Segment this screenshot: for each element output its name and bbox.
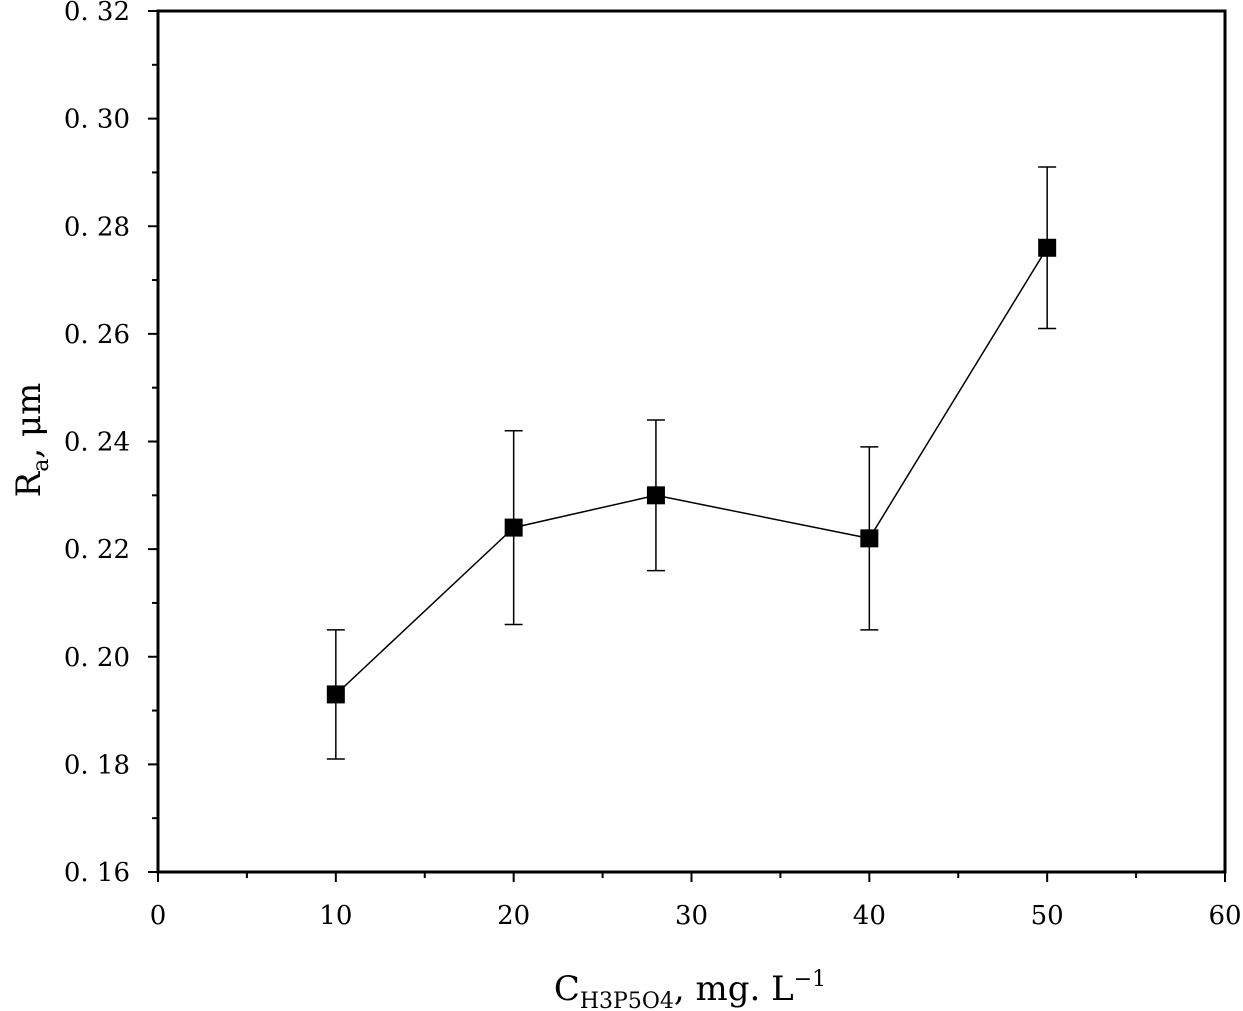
- x-axis-title-sub: H3P5O4: [580, 989, 674, 1011]
- plot-frame: [156, 9, 1227, 874]
- x-tick-label: 30: [675, 901, 708, 931]
- y-tick-label: 0. 26: [64, 320, 130, 350]
- x-tick-label: 20: [497, 901, 530, 931]
- data-point-marker: [504, 518, 523, 537]
- series-line: [335, 247, 1048, 695]
- data-markers: [326, 238, 1057, 704]
- y-axis-ticks: 0. 16 0. 18 0. 20 0. 22 0. 24 0. 26 0. 28 0. 30…: [64, 0, 158, 888]
- y-tick-label: 0. 24: [64, 428, 130, 458]
- x-axis-title-main: C: [554, 969, 580, 1009]
- x-axis-title-rest: , mg. L: [674, 969, 794, 1009]
- x-axis-title-sup: −1: [794, 967, 826, 992]
- data-point-marker: [1038, 238, 1057, 257]
- data-point-marker: [646, 486, 665, 505]
- y-tick-label: 0. 32: [64, 0, 130, 27]
- x-tick-label: 10: [319, 901, 352, 931]
- y-tick-label: 0. 18: [64, 750, 130, 780]
- plot-border: [156, 9, 1227, 874]
- error-bars: [326, 166, 1057, 760]
- y-axis-title-main: R: [9, 470, 49, 497]
- y-tick-label: 0. 20: [64, 643, 130, 673]
- y-axis-title-sub: a: [29, 459, 54, 472]
- x-tick-label: 0: [150, 901, 167, 931]
- y-axis-title: Ra, μm: [9, 383, 54, 498]
- data-point-marker: [860, 529, 879, 548]
- x-tick-label: 60: [1208, 901, 1241, 931]
- x-axis-ticks: 0 10 20 30 40 50 60: [150, 872, 1242, 931]
- series-polyline: [335, 247, 1048, 695]
- y-tick-label: 0. 30: [64, 105, 130, 135]
- x-tick-label: 50: [1031, 901, 1064, 931]
- y-tick-label: 0. 16: [64, 858, 130, 888]
- y-axis-title-rest: , μm: [9, 383, 49, 459]
- data-point-marker: [326, 685, 345, 704]
- y-tick-label: 0. 28: [64, 212, 130, 242]
- y-tick-label: 0. 22: [64, 535, 130, 565]
- x-tick-label: 40: [853, 901, 886, 931]
- x-axis-title: CH3P5O4, mg. L−1: [554, 967, 826, 1011]
